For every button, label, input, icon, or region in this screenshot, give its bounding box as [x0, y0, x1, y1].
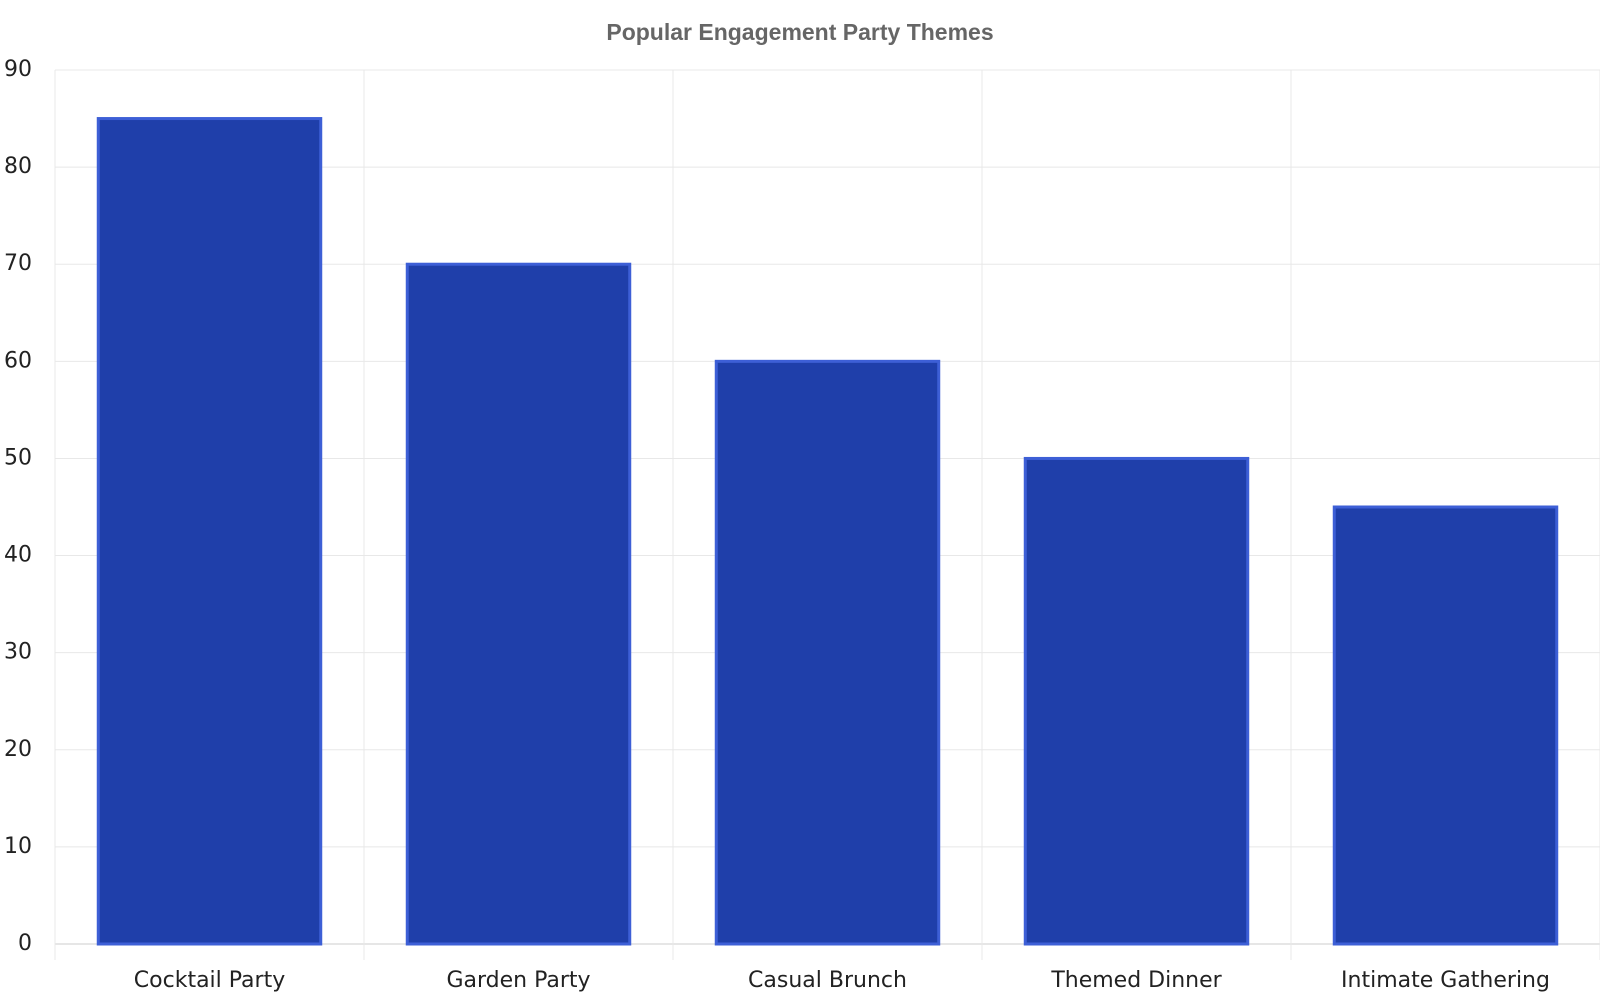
x-tick-label: Themed Dinner: [1050, 968, 1222, 993]
y-tick-label: 90: [4, 57, 32, 82]
y-tick-label: 80: [4, 154, 32, 179]
bar: [96, 117, 323, 946]
x-tick-label: Casual Brunch: [748, 968, 907, 993]
y-tick-label: 40: [4, 543, 32, 568]
y-tick-label: 60: [4, 348, 32, 373]
bar: [1332, 505, 1559, 946]
y-tick-label: 70: [4, 251, 32, 276]
y-tick-label: 0: [18, 931, 32, 956]
y-tick-label: 30: [4, 640, 32, 665]
y-tick-label: 50: [4, 445, 32, 470]
chart-title: Popular Engagement Party Themes: [606, 19, 993, 45]
x-tick-label: Intimate Gathering: [1341, 968, 1550, 993]
bar: [405, 262, 632, 946]
x-tick-label: Garden Party: [446, 968, 590, 993]
y-tick-label: 20: [4, 737, 32, 762]
bar: [714, 359, 941, 946]
x-tick-label: Cocktail Party: [134, 968, 285, 993]
y-tick-label: 10: [4, 834, 32, 859]
bar: [1023, 456, 1250, 946]
